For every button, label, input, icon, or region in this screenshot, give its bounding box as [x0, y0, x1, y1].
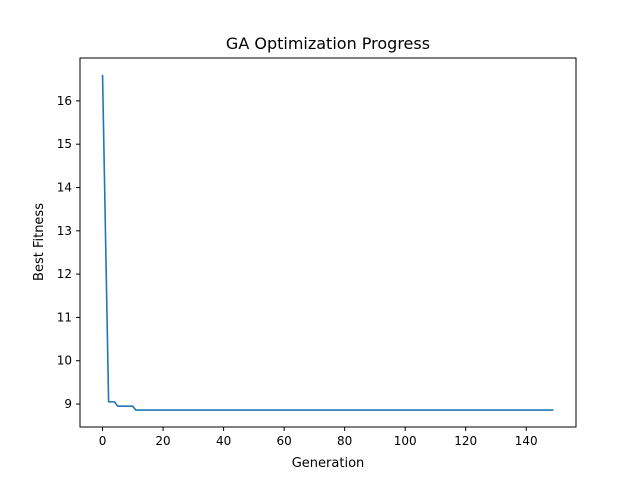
y-tick-label: 10: [57, 354, 72, 368]
x-tick-label: 40: [216, 434, 231, 448]
x-tick-label: 120: [454, 434, 477, 448]
plot-layer: [101, 74, 554, 411]
y-tick-label: 9: [64, 397, 72, 411]
y-tick-label: 11: [57, 310, 72, 324]
series-line: [101, 74, 554, 411]
y-tick-label: 16: [57, 94, 72, 108]
y-tick-label: 13: [57, 224, 72, 238]
plot-frame: [79, 57, 577, 428]
x-tick-label: 60: [276, 434, 291, 448]
y-tick-label: 12: [57, 267, 72, 281]
x-axis-label: Generation: [292, 456, 365, 471]
chart-title: GA Optimization Progress: [226, 34, 430, 53]
y-axis-label: Best Fitness: [32, 203, 47, 281]
x-tick-label: 80: [337, 434, 352, 448]
x-axis: 0 20 40 60 80 100 120 140: [99, 427, 538, 448]
x-tick-label: 100: [394, 434, 417, 448]
x-tick-label: 0: [99, 434, 107, 448]
x-tick-label: 20: [155, 434, 170, 448]
y-axis: 9 10 11 12 13 14 15 16: [57, 94, 80, 411]
x-tick-label: 140: [515, 434, 538, 448]
y-tick-label: 14: [57, 180, 72, 194]
y-tick-label: 15: [57, 137, 72, 151]
